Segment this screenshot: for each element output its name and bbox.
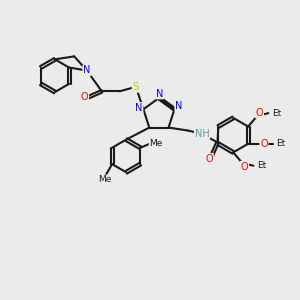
Text: Et: Et	[272, 109, 281, 118]
Text: S: S	[133, 82, 139, 92]
Text: NH: NH	[195, 128, 209, 139]
Text: O: O	[206, 154, 213, 164]
Text: N: N	[175, 101, 183, 111]
Text: O: O	[241, 162, 248, 172]
Text: N: N	[156, 88, 163, 98]
Text: N: N	[135, 103, 142, 113]
Text: O: O	[81, 92, 88, 102]
Text: Et: Et	[277, 139, 286, 148]
Text: Me: Me	[149, 139, 163, 148]
Text: O: O	[256, 108, 263, 118]
Text: N: N	[83, 65, 91, 76]
Text: Me: Me	[98, 176, 111, 184]
Text: O: O	[260, 139, 268, 149]
Text: Et: Et	[257, 161, 266, 170]
